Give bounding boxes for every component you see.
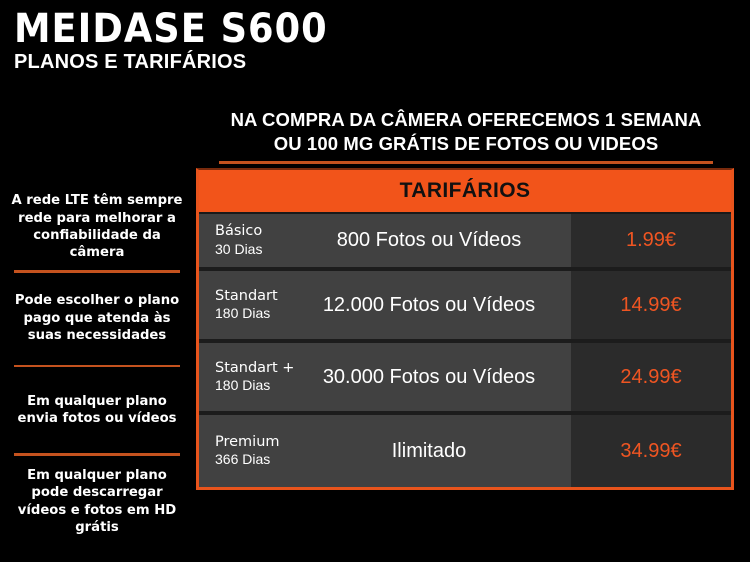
- table-row[interactable]: Standart + 180 Dias 30.000 Fotos ou Víde…: [199, 343, 731, 415]
- brand-block: MEIDASE S600 PLANOS E TARIFÁRIOS: [14, 8, 344, 74]
- feature-text: Pode escolher o plano pago que atenda às…: [14, 293, 180, 344]
- table-header-label: TARIFÁRIOS: [399, 179, 531, 202]
- plan-cell: Standart + 180 Dias: [199, 360, 303, 395]
- plan-cell: Standart 180 Dias: [199, 288, 303, 323]
- promo-line-1: NA COMPRA DA CÂMERA OFERECEMOS 1 SEMANA: [230, 109, 702, 130]
- plan-name: Básico: [215, 223, 263, 240]
- plan-price: 24.99€: [571, 343, 731, 411]
- plan-cell: Premium 366 Dias: [199, 434, 303, 469]
- table-row-main: Standart + 180 Dias 30.000 Fotos ou Víde…: [199, 343, 571, 411]
- plan-price: 34.99€: [571, 415, 731, 487]
- feature-text: Em qualquer plano pode descarregar vídeo…: [17, 467, 177, 535]
- feature-text: Em qualquer plano envia fotos ou vídeos: [17, 393, 177, 426]
- list-item: Em qualquer plano envia fotos ou vídeos: [0, 379, 194, 441]
- plan-duration: 180 Dias: [215, 305, 271, 322]
- table-header: TARIFÁRIOS: [199, 170, 731, 214]
- table-row-main: Básico 30 Dias 800 Fotos ou Vídeos: [199, 214, 571, 267]
- table-row[interactable]: Standart 180 Dias 12.000 Fotos ou Vídeos…: [199, 271, 731, 343]
- plan-name: Premium: [215, 433, 280, 450]
- brand-subtitle: PLANOS E TARIFÁRIOS: [14, 51, 247, 73]
- plan-cell: Básico 30 Dias: [199, 223, 303, 258]
- feature-divider: [14, 453, 180, 456]
- promo-divider: [219, 161, 713, 165]
- list-item: Pode escolher o plano pago que atenda às…: [0, 285, 194, 353]
- list-item: Em qualquer plano pode descarregar vídeo…: [0, 468, 194, 536]
- plan-description: 12.000 Fotos ou Vídeos: [322, 293, 536, 316]
- plan-price: 14.99€: [571, 271, 731, 339]
- plan-name: Standart: [215, 287, 278, 304]
- feature-divider: [14, 270, 180, 273]
- table-row[interactable]: Premium 366 Dias Ilimitado 34.99€: [199, 415, 731, 487]
- plan-duration: 366 Dias: [215, 451, 271, 468]
- plan-description: 30.000 Fotos ou Vídeos: [322, 365, 536, 388]
- plan-price: 1.99€: [571, 214, 731, 267]
- table-row[interactable]: Básico 30 Dias 800 Fotos ou Vídeos 1.99€: [199, 214, 731, 271]
- table-row-main: Standart 180 Dias 12.000 Fotos ou Vídeos: [199, 271, 571, 339]
- feature-text: A rede LTE têm sempre rede para melhorar…: [11, 193, 183, 261]
- promo-line-2: OU 100 MG GRÁTIS DE FOTOS OU VIDEOS: [273, 132, 659, 154]
- feature-list: A rede LTE têm sempre rede para melhorar…: [0, 193, 194, 536]
- plan-name: Standart +: [215, 359, 295, 376]
- plan-description: Ilimitado: [391, 439, 467, 462]
- table-row-main: Premium 366 Dias Ilimitado: [199, 415, 571, 487]
- promo-banner: NA COMPRA DA CÂMERA OFERECEMOS 1 SEMANA …: [196, 108, 736, 165]
- pricing-table: TARIFÁRIOS Básico 30 Dias 800 Fotos ou V…: [196, 168, 734, 490]
- list-item: A rede LTE têm sempre rede para melhorar…: [0, 193, 194, 260]
- plan-duration: 30 Dias: [215, 240, 263, 257]
- brand-title: MEIDASE S600: [14, 6, 328, 52]
- plan-description: 800 Fotos ou Vídeos: [336, 229, 522, 251]
- plan-duration: 180 Dias: [215, 377, 271, 394]
- feature-divider: [14, 364, 180, 367]
